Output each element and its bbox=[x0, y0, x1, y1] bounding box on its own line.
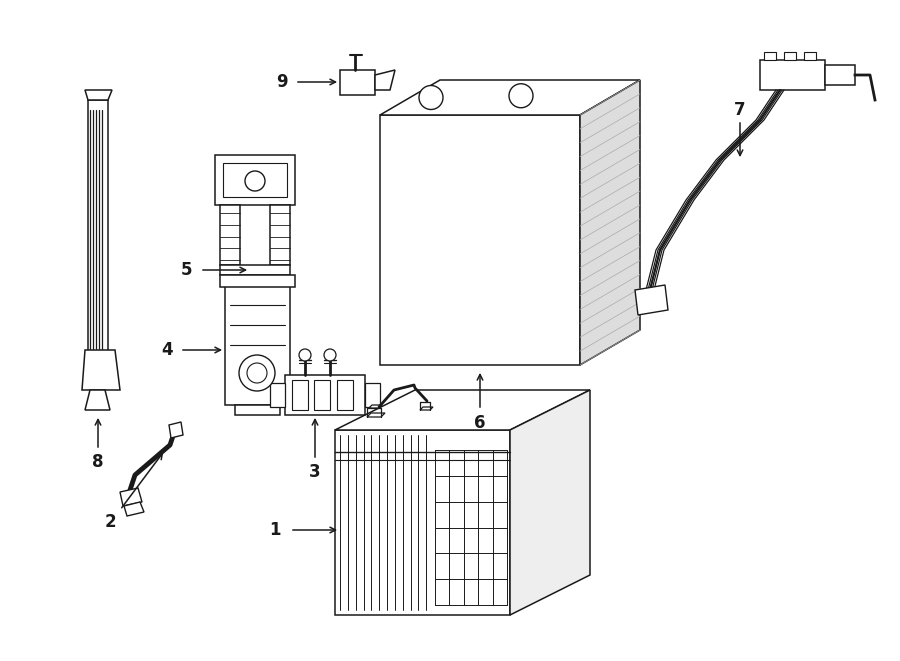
Polygon shape bbox=[340, 70, 375, 95]
Polygon shape bbox=[580, 80, 640, 365]
Circle shape bbox=[245, 171, 265, 191]
Text: 4: 4 bbox=[161, 341, 173, 359]
Circle shape bbox=[299, 349, 311, 361]
Polygon shape bbox=[369, 405, 382, 408]
Text: 8: 8 bbox=[92, 453, 104, 471]
Polygon shape bbox=[85, 90, 112, 100]
Polygon shape bbox=[760, 60, 825, 90]
Polygon shape bbox=[804, 52, 816, 60]
Text: 6: 6 bbox=[474, 414, 486, 432]
Polygon shape bbox=[510, 390, 590, 615]
Polygon shape bbox=[380, 80, 640, 115]
Polygon shape bbox=[220, 275, 295, 287]
Polygon shape bbox=[120, 488, 142, 506]
Polygon shape bbox=[270, 383, 285, 407]
Circle shape bbox=[247, 363, 267, 383]
Polygon shape bbox=[220, 205, 240, 265]
Text: 1: 1 bbox=[269, 521, 281, 539]
Polygon shape bbox=[825, 65, 855, 85]
Polygon shape bbox=[285, 375, 365, 415]
Polygon shape bbox=[215, 155, 295, 205]
Polygon shape bbox=[235, 405, 280, 415]
Text: 2: 2 bbox=[104, 513, 116, 531]
Polygon shape bbox=[169, 422, 183, 438]
Polygon shape bbox=[635, 285, 668, 315]
Polygon shape bbox=[335, 390, 590, 430]
Text: 9: 9 bbox=[276, 73, 288, 91]
Polygon shape bbox=[124, 502, 144, 516]
Text: 3: 3 bbox=[310, 463, 320, 481]
Polygon shape bbox=[85, 390, 110, 410]
Polygon shape bbox=[314, 380, 330, 410]
Circle shape bbox=[509, 84, 533, 108]
Circle shape bbox=[324, 349, 336, 361]
Polygon shape bbox=[764, 52, 776, 60]
Polygon shape bbox=[335, 430, 510, 615]
Polygon shape bbox=[292, 380, 308, 410]
Circle shape bbox=[239, 355, 275, 391]
Polygon shape bbox=[420, 407, 433, 410]
Polygon shape bbox=[220, 265, 290, 275]
Polygon shape bbox=[337, 380, 353, 410]
Polygon shape bbox=[225, 285, 290, 405]
Polygon shape bbox=[380, 115, 580, 365]
Polygon shape bbox=[367, 413, 385, 417]
Polygon shape bbox=[270, 205, 290, 265]
Polygon shape bbox=[223, 163, 287, 197]
Circle shape bbox=[419, 85, 443, 110]
Polygon shape bbox=[365, 383, 380, 407]
Polygon shape bbox=[784, 52, 796, 60]
Polygon shape bbox=[375, 70, 395, 90]
Polygon shape bbox=[82, 350, 120, 390]
Text: 7: 7 bbox=[734, 101, 746, 119]
Text: 5: 5 bbox=[181, 261, 193, 279]
